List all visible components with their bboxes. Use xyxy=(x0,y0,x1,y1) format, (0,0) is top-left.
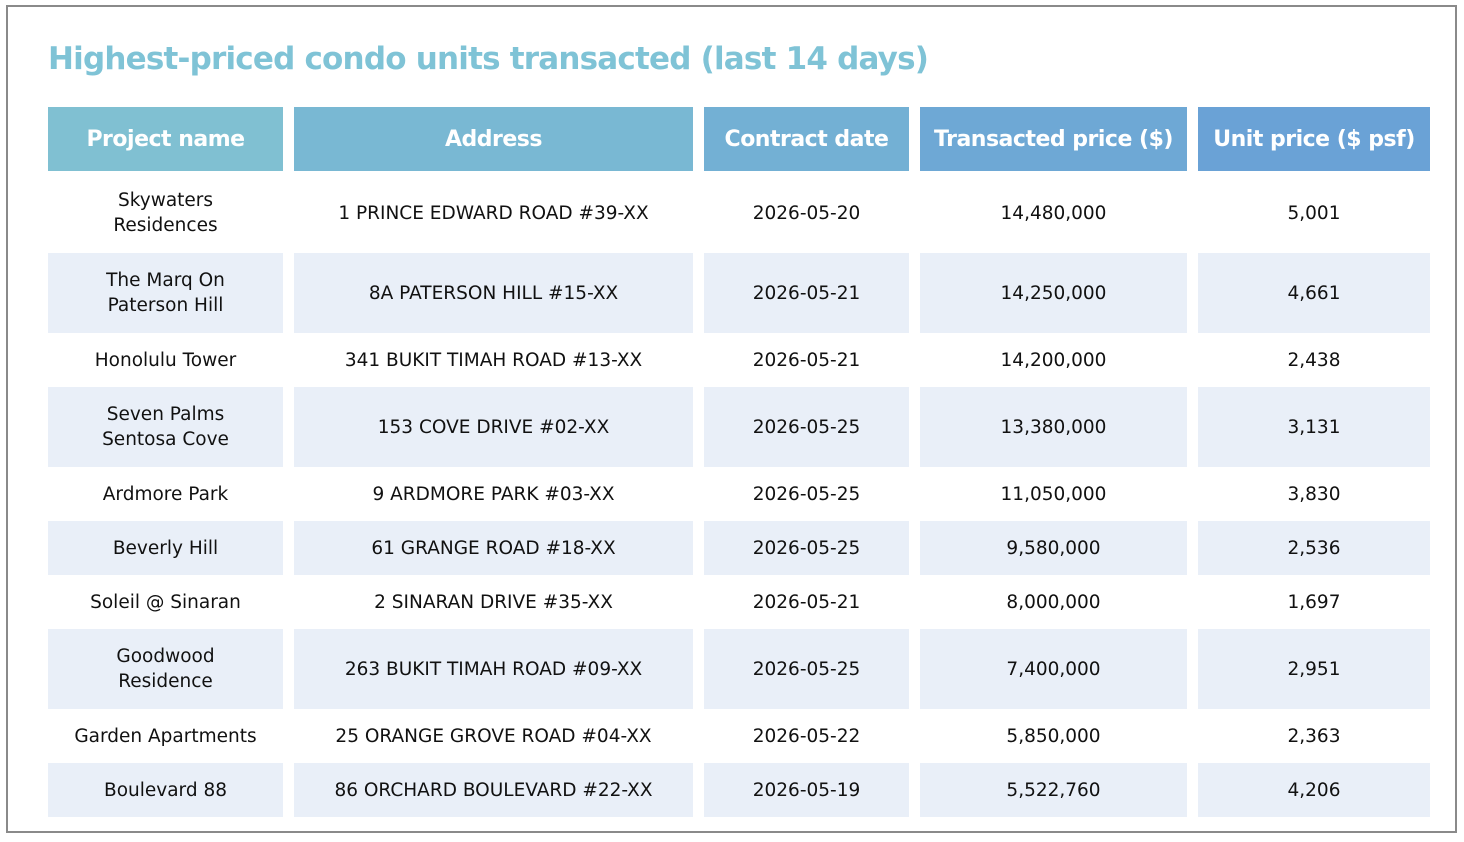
cell-project-name: Boulevard 88 xyxy=(48,763,283,817)
column-header-address: Address xyxy=(294,107,693,171)
cell-address: 8A PATERSON HILL #15-XX xyxy=(294,253,693,333)
cell-unit-price: 2,363 xyxy=(1287,725,1341,747)
cell-transacted-price: 14,250,000 xyxy=(920,253,1187,333)
cell-transacted-price: 5,522,760 xyxy=(920,763,1187,817)
cell-contract-date: 2026-05-25 xyxy=(704,629,909,709)
cell-unit-price: 2,951 xyxy=(1198,629,1430,709)
cell-contract-date: 2026-05-20 xyxy=(752,202,861,224)
cell-unit-price: 4,661 xyxy=(1198,253,1430,333)
cell-contract-date: 2026-05-21 xyxy=(752,591,861,613)
cell-project-name: Honolulu Tower xyxy=(94,349,237,371)
cell-unit-price: 3,131 xyxy=(1198,387,1430,467)
cell-transacted-price: 7,400,000 xyxy=(920,629,1187,709)
cell-unit-price: 3,830 xyxy=(1287,483,1341,505)
table-frame: Highest-priced condo units transacted (l… xyxy=(6,5,1457,833)
cell-unit-price: 2,438 xyxy=(1287,349,1341,371)
cell-project-name: Ardmore Park xyxy=(102,483,229,505)
cell-address: 2 SINARAN DRIVE #35-XX xyxy=(374,591,613,613)
cell-contract-date: 2026-05-25 xyxy=(704,521,909,575)
cell-address: 153 COVE DRIVE #02-XX xyxy=(294,387,693,467)
cell-transacted-price: 9,580,000 xyxy=(920,521,1187,575)
cell-contract-date: 2026-05-21 xyxy=(752,349,861,371)
column-header-unit-price: Unit price ($ psf) xyxy=(1198,107,1430,171)
cell-transacted-price: 5,850,000 xyxy=(1006,725,1101,747)
cell-project-name: Seven Palms Sentosa Cove xyxy=(48,387,283,467)
cell-project-name: Skywaters Residences xyxy=(113,190,218,236)
cell-transacted-price: 14,480,000 xyxy=(1000,202,1107,224)
cell-transacted-price: 8,000,000 xyxy=(1006,591,1101,613)
cell-contract-date: 2026-05-21 xyxy=(704,253,909,333)
cell-project-name: Goodwood Residence xyxy=(48,629,283,709)
column-header-project-name: Project name xyxy=(48,107,283,171)
cell-unit-price: 1,697 xyxy=(1287,591,1341,613)
page-title: Highest-priced condo units transacted (l… xyxy=(48,41,929,77)
cell-address: 86 ORCHARD BOULEVARD #22-XX xyxy=(294,763,693,817)
column-header-transacted-price: Transacted price ($) xyxy=(920,107,1187,171)
cell-contract-date: 2026-05-25 xyxy=(752,483,861,505)
cell-transacted-price: 11,050,000 xyxy=(1000,483,1107,505)
cell-contract-date: 2026-05-22 xyxy=(752,725,861,747)
cell-unit-price: 5,001 xyxy=(1287,202,1341,224)
transactions-table: Project name Address Contract date Trans… xyxy=(48,107,1430,817)
cell-address: 61 GRANGE ROAD #18-XX xyxy=(294,521,693,575)
cell-address: 341 BUKIT TIMAH ROAD #13-XX xyxy=(344,349,643,371)
cell-address: 1 PRINCE EDWARD ROAD #39-XX xyxy=(338,202,649,224)
cell-project-name: The Marq On Paterson Hill xyxy=(48,253,283,333)
cell-address: 263 BUKIT TIMAH ROAD #09-XX xyxy=(294,629,693,709)
column-header-contract-date: Contract date xyxy=(704,107,909,171)
cell-address: 25 ORANGE GROVE ROAD #04-XX xyxy=(335,725,652,747)
cell-project-name: Soleil @ Sinaran xyxy=(90,591,241,613)
cell-contract-date: 2026-05-19 xyxy=(704,763,909,817)
cell-project-name: Garden Apartments xyxy=(74,725,257,747)
cell-unit-price: 4,206 xyxy=(1198,763,1430,817)
cell-address: 9 ARDMORE PARK #03-XX xyxy=(372,483,615,505)
cell-contract-date: 2026-05-25 xyxy=(704,387,909,467)
cell-unit-price: 2,536 xyxy=(1198,521,1430,575)
cell-project-name: Beverly Hill xyxy=(48,521,283,575)
cell-transacted-price: 14,200,000 xyxy=(1000,349,1107,371)
cell-transacted-price: 13,380,000 xyxy=(920,387,1187,467)
